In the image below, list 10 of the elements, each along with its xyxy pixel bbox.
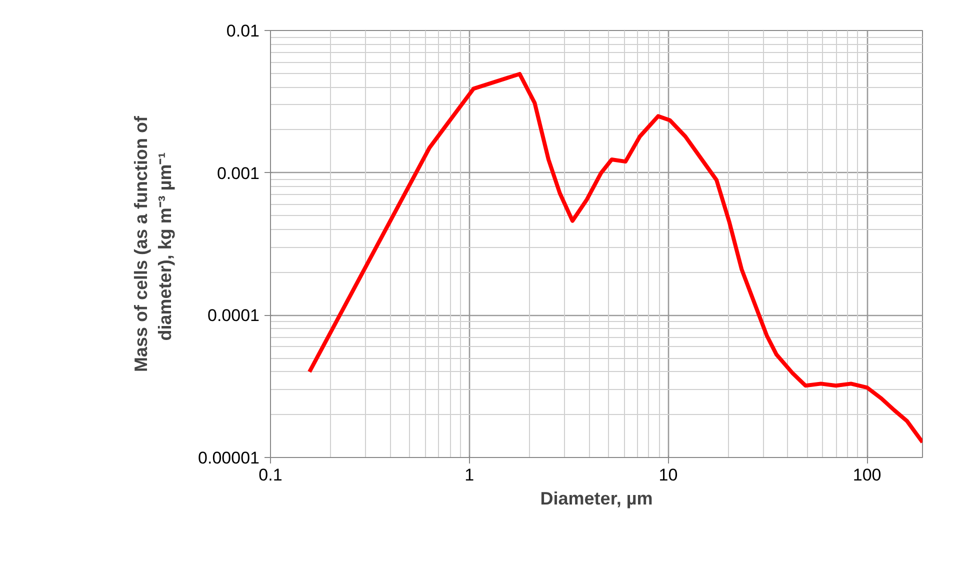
y-tick-label: 0.01	[226, 22, 260, 40]
x-tick-label: 1	[464, 466, 474, 484]
y-axis-title: Mass of cells (as a function of diameter), kg m⁻³ µm⁻¹	[131, 114, 176, 372]
x-tick-label: 100	[852, 466, 882, 484]
y-tick-label: 0.00001	[198, 448, 260, 468]
x-axis-title: Diameter, µm	[540, 488, 653, 508]
x-tick-label: 10	[658, 466, 678, 484]
y-tick-label: 0.001	[216, 164, 260, 183]
y-tick-label: 0.0001	[208, 306, 260, 326]
x-tick-label: 0.1	[258, 466, 282, 484]
